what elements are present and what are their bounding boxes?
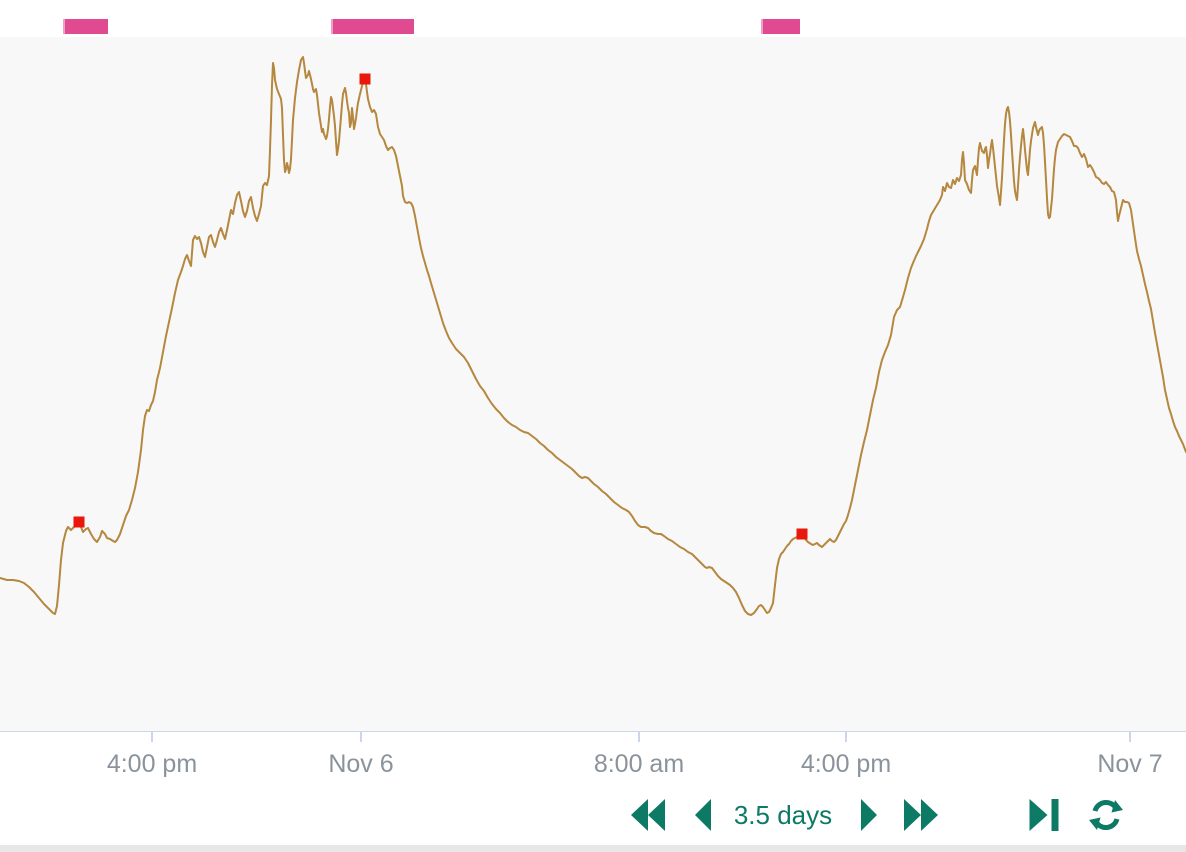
- step-back-button[interactable]: [692, 797, 714, 833]
- event-bar: [63, 19, 108, 34]
- left-icon: [695, 799, 711, 831]
- feed-line: [0, 56, 1186, 616]
- data-point-marker: [359, 73, 371, 85]
- x-axis-label: 4:00 pm: [800, 750, 892, 778]
- double-right-icon: [904, 799, 938, 831]
- go-to-end-button[interactable]: [1028, 797, 1059, 833]
- event-bar-strip: [0, 0, 1186, 37]
- time-window-label: 3.5 days: [733, 800, 833, 830]
- chart-plot-background: [0, 37, 1186, 731]
- reload-button[interactable]: [1088, 797, 1124, 833]
- data-point-marker: [73, 516, 85, 528]
- event-bar: [331, 19, 414, 34]
- data-point-marker: [796, 528, 808, 540]
- event-bar: [761, 19, 800, 34]
- panel-divider: [0, 845, 1186, 852]
- x-axis-tick: [360, 732, 362, 742]
- step-forward-button[interactable]: [858, 797, 880, 833]
- x-axis-label: 8:00 am: [593, 750, 685, 778]
- x-axis-tick: [845, 732, 847, 742]
- x-axis-label: Nov 6: [328, 750, 394, 778]
- x-axis-tick: [151, 732, 153, 742]
- x-axis-label: 4:00 pm: [106, 750, 198, 778]
- double-left-icon: [631, 799, 665, 831]
- x-axis-tick: [638, 732, 640, 742]
- refresh-icon: [1089, 799, 1123, 831]
- right-icon: [861, 799, 877, 831]
- right-bar-icon: [1029, 799, 1059, 831]
- x-axis-label: Nov 7: [1097, 750, 1163, 778]
- x-axis-line: [0, 731, 1186, 732]
- skip-back-button[interactable]: [628, 797, 668, 833]
- x-axis-tick: [1129, 732, 1131, 742]
- skip-forward-button[interactable]: [901, 797, 941, 833]
